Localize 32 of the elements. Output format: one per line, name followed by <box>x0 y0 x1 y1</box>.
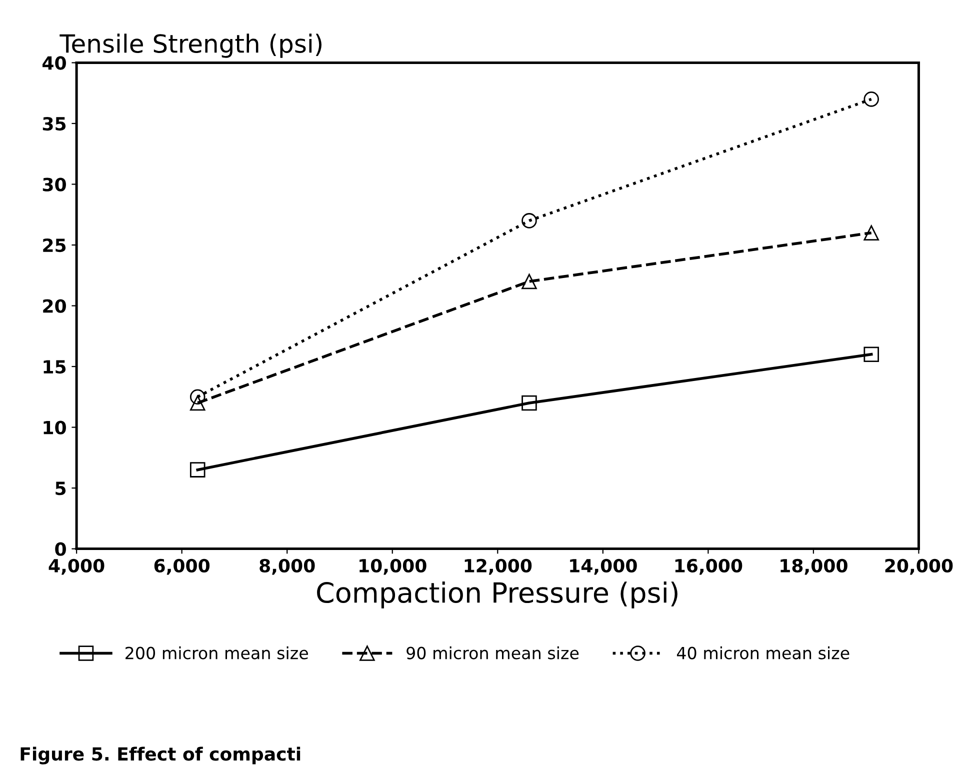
y-tick-label: 20 <box>43 299 66 313</box>
x-tick-label: 8,000 <box>260 558 315 575</box>
point <box>864 92 879 107</box>
y-tick-label: 0 <box>55 542 66 556</box>
x-tick-label: 14,000 <box>570 558 637 575</box>
point <box>522 274 537 290</box>
point <box>190 462 206 478</box>
point <box>190 395 206 411</box>
x-tick-label: 16,000 <box>675 558 742 575</box>
legend-label: 200 micron mean size <box>126 646 308 660</box>
x-tick-label: 12,000 <box>464 558 532 575</box>
x-tick-label: 10,000 <box>360 558 426 575</box>
point <box>864 346 879 362</box>
legend-label: 90 micron mean size <box>406 646 579 660</box>
x-tick-label: 18,000 <box>780 558 848 575</box>
y-tick-label: 30 <box>42 178 66 192</box>
y-tick-label: 40 <box>42 56 66 70</box>
y-tick-label: 25 <box>43 238 66 252</box>
point <box>190 389 206 405</box>
point <box>522 213 537 228</box>
x-tick-label: 20,000 <box>885 558 953 575</box>
caption: Figure 5. Effect of compacti <box>20 746 300 764</box>
point <box>522 395 537 411</box>
y-tick-label: 5 <box>56 482 66 496</box>
point <box>864 225 879 240</box>
x-tick-label: 6,000 <box>154 558 210 575</box>
y-tick-label: 35 <box>42 116 66 131</box>
y-tick-label: 15 <box>44 360 66 374</box>
y-tick-label: 10 <box>44 420 66 434</box>
x-axis-title: Compaction Pressure (psi) <box>317 582 678 608</box>
legend-label: 40 micron mean size <box>676 646 850 660</box>
x-tick-label: 4,000 <box>48 558 104 575</box>
